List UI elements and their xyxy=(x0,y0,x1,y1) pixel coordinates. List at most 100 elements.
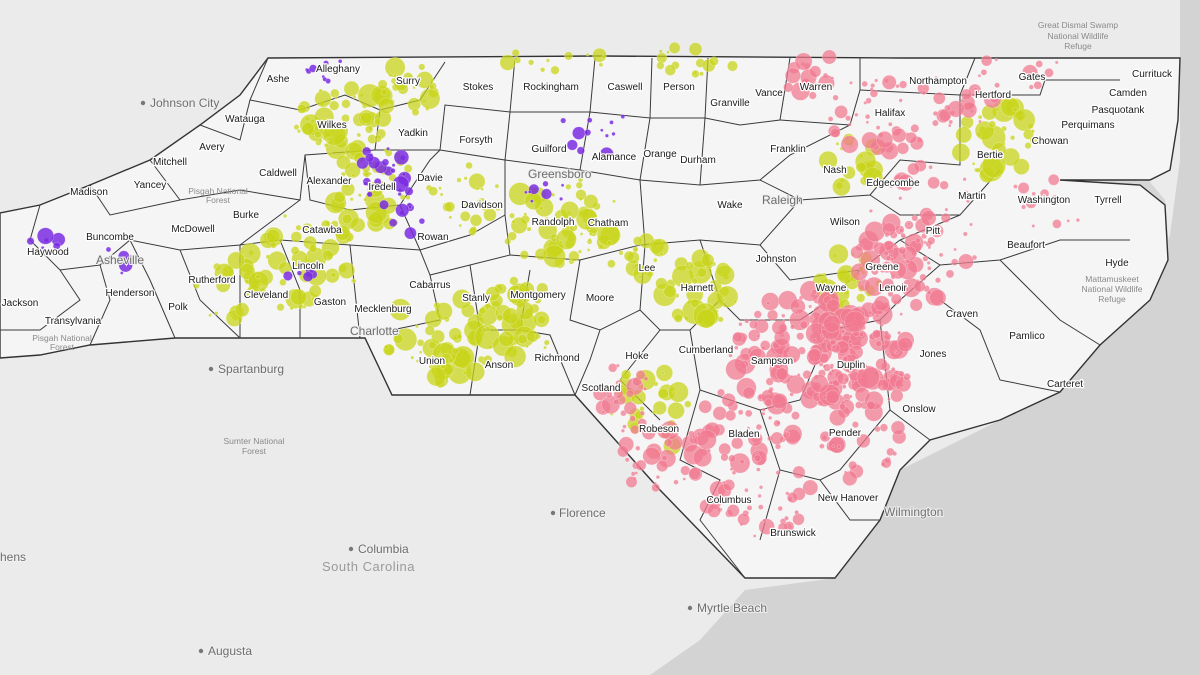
swine-marker[interactable] xyxy=(932,92,946,105)
county-label-pitt[interactable]: Pitt xyxy=(924,225,941,239)
poultry-marker[interactable] xyxy=(485,286,501,301)
county-label-bladen[interactable]: Bladen xyxy=(727,428,761,442)
poultry-marker[interactable] xyxy=(480,187,484,191)
swine-marker[interactable] xyxy=(845,115,852,122)
county-label-yancey[interactable]: Yancey xyxy=(132,179,167,193)
county-label-camden[interactable]: Camden xyxy=(1108,87,1148,101)
poultry-marker[interactable] xyxy=(496,314,504,322)
poultry-marker[interactable] xyxy=(469,226,478,234)
swine-marker[interactable] xyxy=(896,375,901,380)
swine-marker[interactable] xyxy=(810,82,820,91)
swine-marker[interactable] xyxy=(907,221,911,226)
swine-marker[interactable] xyxy=(696,429,717,450)
swine-marker[interactable] xyxy=(874,425,881,433)
poultry-marker[interactable] xyxy=(577,249,582,254)
swine-marker[interactable] xyxy=(865,97,872,104)
swine-marker[interactable] xyxy=(829,409,846,427)
swine-marker[interactable] xyxy=(758,485,764,490)
cattle-marker[interactable] xyxy=(391,163,396,168)
poultry-marker[interactable] xyxy=(558,240,564,245)
county-label-polk[interactable]: Polk xyxy=(167,301,190,315)
county-label-hyde[interactable]: Hyde xyxy=(1104,257,1130,271)
swine-marker[interactable] xyxy=(897,336,913,353)
county-label-mecklenburg[interactable]: Mecklenburg xyxy=(353,303,413,317)
poultry-marker[interactable] xyxy=(448,357,454,364)
poultry-marker[interactable] xyxy=(333,191,346,204)
cattle-marker[interactable] xyxy=(386,146,391,151)
cattle-marker[interactable] xyxy=(378,199,389,210)
swine-marker[interactable] xyxy=(962,190,969,197)
swine-marker[interactable] xyxy=(783,515,789,521)
poultry-marker[interactable] xyxy=(691,278,698,285)
cattle-marker[interactable] xyxy=(393,149,410,166)
poultry-marker[interactable] xyxy=(334,225,351,241)
cattle-marker[interactable] xyxy=(52,241,61,250)
swine-marker[interactable] xyxy=(836,372,850,386)
poultry-marker[interactable] xyxy=(1012,108,1036,132)
poultry-marker[interactable] xyxy=(835,165,841,171)
poultry-marker[interactable] xyxy=(534,296,542,304)
swine-marker[interactable] xyxy=(844,310,866,333)
poultry-marker[interactable] xyxy=(393,76,409,92)
swine-marker[interactable] xyxy=(889,253,894,258)
swine-marker[interactable] xyxy=(875,340,882,348)
swine-marker[interactable] xyxy=(786,431,791,436)
swine-marker[interactable] xyxy=(687,430,695,438)
poultry-marker[interactable] xyxy=(424,325,435,336)
swine-marker[interactable] xyxy=(828,436,846,454)
poultry-marker[interactable] xyxy=(340,182,355,197)
swine-marker[interactable] xyxy=(625,389,634,398)
poultry-marker[interactable] xyxy=(690,298,700,308)
poultry-marker[interactable] xyxy=(360,111,373,125)
swine-marker[interactable] xyxy=(744,488,749,493)
swine-marker[interactable] xyxy=(641,425,656,440)
swine-marker[interactable] xyxy=(792,513,805,526)
poultry-marker[interactable] xyxy=(527,59,535,66)
swine-marker[interactable] xyxy=(1066,219,1070,223)
cattle-marker[interactable] xyxy=(527,189,532,194)
county-label-wilkes[interactable]: Wilkes xyxy=(316,119,348,133)
swine-marker[interactable] xyxy=(1054,60,1059,65)
swine-marker[interactable] xyxy=(883,240,894,251)
swine-marker[interactable] xyxy=(661,455,668,462)
swine-marker[interactable] xyxy=(890,420,906,435)
county-label-edgecombe[interactable]: Edgecombe xyxy=(865,177,921,191)
swine-marker[interactable] xyxy=(899,228,904,233)
swine-marker[interactable] xyxy=(913,280,926,293)
poultry-marker[interactable] xyxy=(657,388,669,400)
poultry-marker[interactable] xyxy=(301,222,314,235)
poultry-marker[interactable] xyxy=(334,96,339,100)
swine-marker[interactable] xyxy=(817,74,835,92)
swine-marker[interactable] xyxy=(728,353,733,358)
poultry-marker[interactable] xyxy=(283,213,288,218)
county-label-hertford[interactable]: Hertford xyxy=(974,89,1013,103)
swine-marker[interactable] xyxy=(771,320,787,336)
poultry-marker[interactable] xyxy=(663,284,677,298)
poultry-marker[interactable] xyxy=(658,49,663,54)
swine-marker[interactable] xyxy=(706,448,711,453)
poultry-marker[interactable] xyxy=(451,347,459,355)
county-label-yadkin[interactable]: Yadkin xyxy=(397,127,429,141)
swine-marker[interactable] xyxy=(642,447,661,466)
poultry-marker[interactable] xyxy=(951,143,971,162)
county-label-hoke[interactable]: Hoke xyxy=(624,350,650,364)
cattle-marker[interactable] xyxy=(363,181,368,186)
swine-marker[interactable] xyxy=(926,265,932,271)
swine-marker[interactable] xyxy=(994,82,1000,89)
swine-marker[interactable] xyxy=(841,384,847,389)
cattle-marker[interactable] xyxy=(560,117,567,124)
poultry-marker[interactable] xyxy=(208,313,212,318)
cattle-marker[interactable] xyxy=(368,185,373,190)
cattle-marker[interactable] xyxy=(282,270,293,281)
swine-marker[interactable] xyxy=(1021,204,1027,210)
swine-marker[interactable] xyxy=(773,419,781,427)
swine-marker[interactable] xyxy=(895,83,900,89)
county-label-warren[interactable]: Warren xyxy=(798,81,833,95)
poultry-marker[interactable] xyxy=(365,125,374,134)
swine-marker[interactable] xyxy=(822,364,827,369)
poultry-marker[interactable] xyxy=(1022,128,1034,140)
poultry-marker[interactable] xyxy=(463,203,468,208)
county-label-martin[interactable]: Martin xyxy=(957,190,987,204)
poultry-marker[interactable] xyxy=(349,197,354,202)
swine-marker[interactable] xyxy=(944,207,949,212)
